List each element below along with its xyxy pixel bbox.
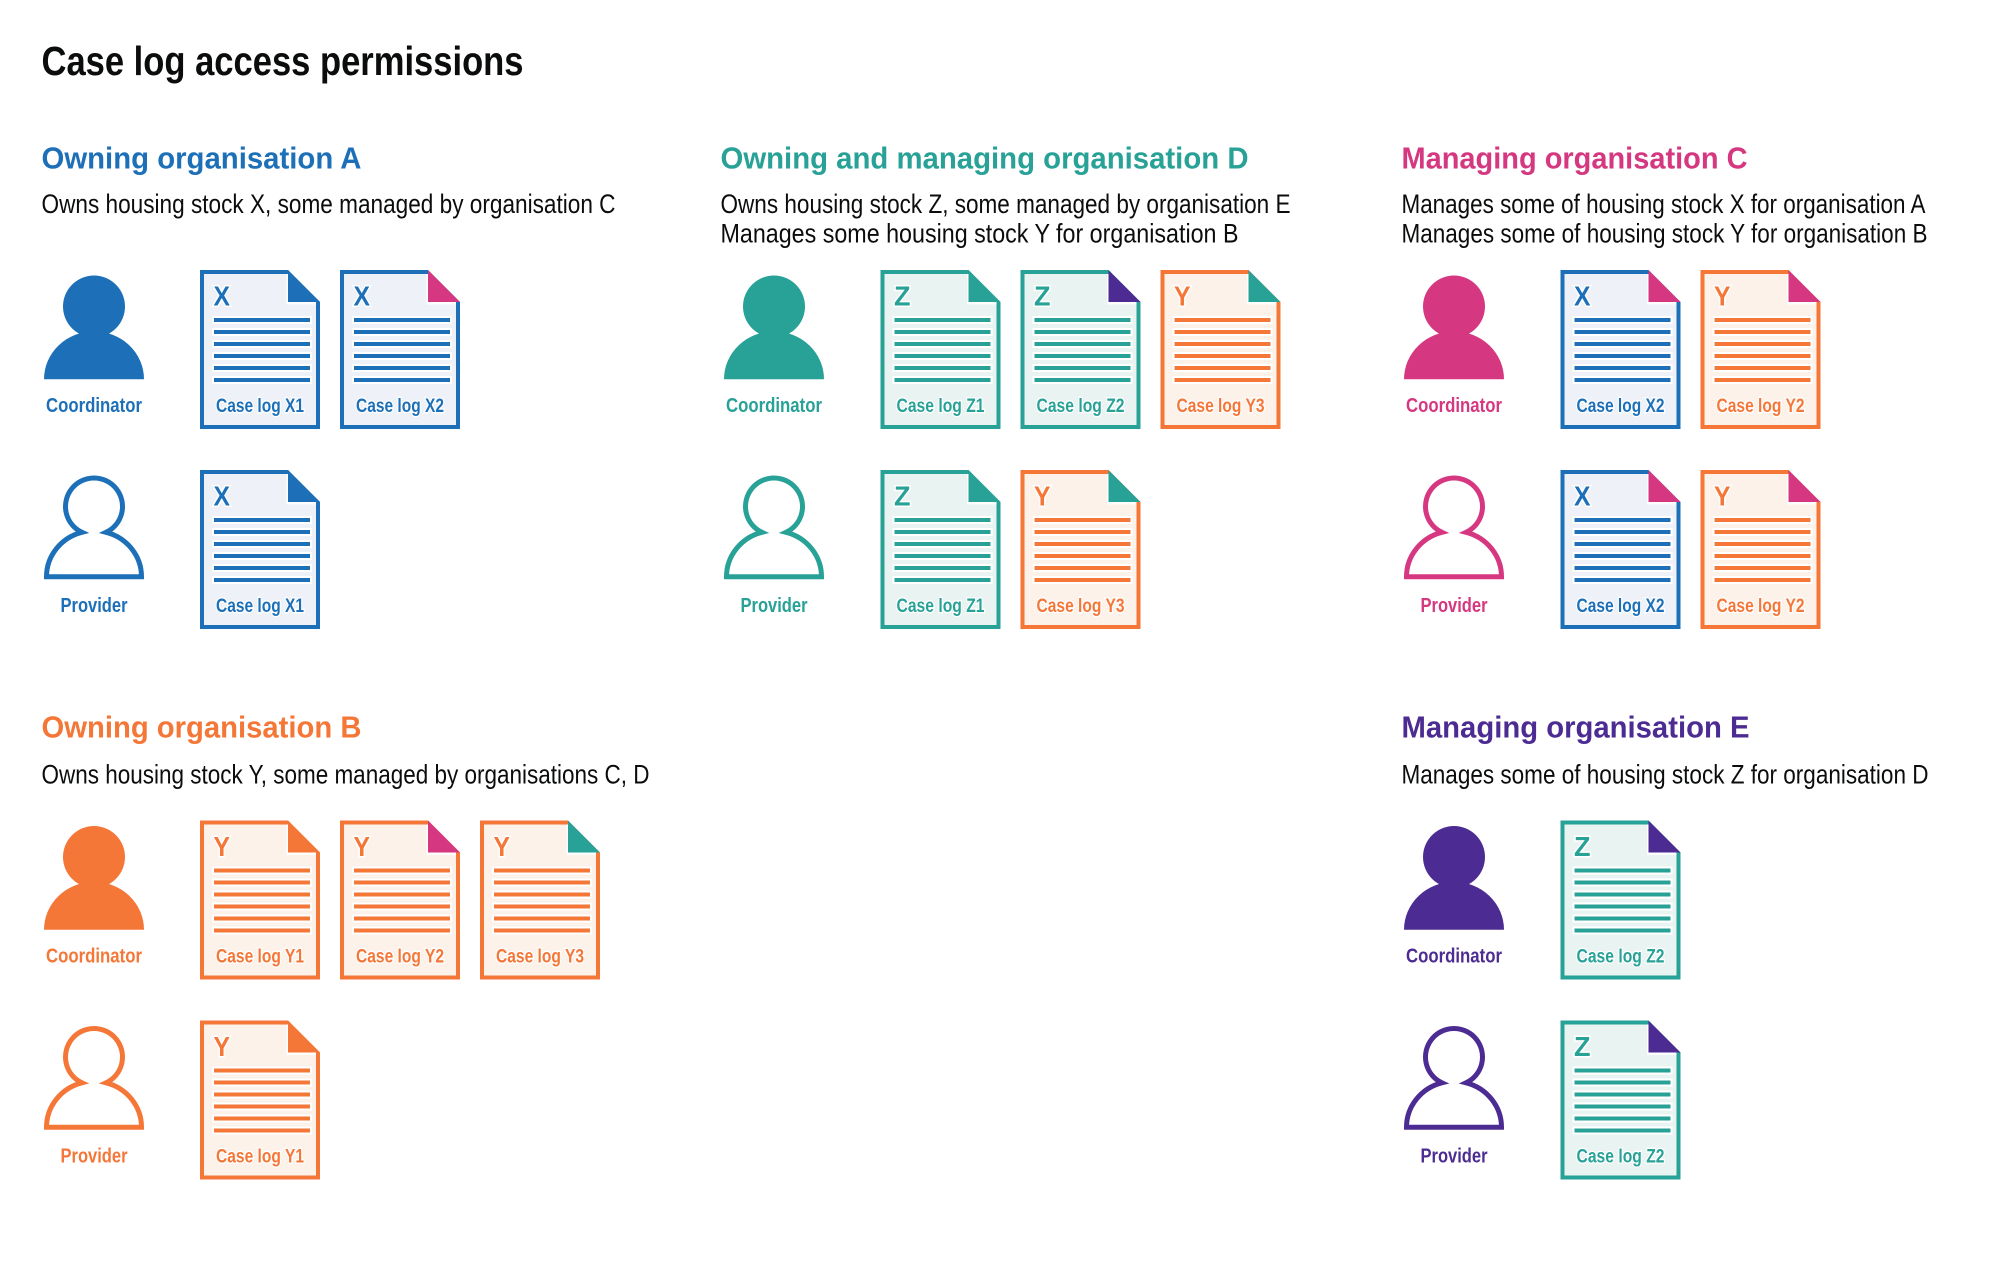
svg-text:Case log Y3: Case log Y3 [1037,596,1125,617]
svg-text:Manages some of housing stock: Manages some of housing stock Y for orga… [1402,219,1928,249]
svg-text:Case log X2: Case log X2 [356,396,444,417]
svg-text:X: X [1574,480,1591,511]
svg-text:Case log access permissions: Case log access permissions [42,38,524,84]
svg-text:Owns housing stock Z, some man: Owns housing stock Z, some managed by or… [721,189,1291,219]
svg-text:Coordinator: Coordinator [726,394,822,417]
svg-text:Owns housing stock Y, some man: Owns housing stock Y, some managed by or… [42,759,650,789]
svg-text:Y: Y [1034,480,1051,511]
svg-text:Managing organisation C: Managing organisation C [1402,141,1748,176]
svg-text:Z: Z [894,280,911,311]
svg-text:Z: Z [894,480,911,511]
svg-text:X: X [354,280,371,311]
svg-text:Case log X2: Case log X2 [1577,596,1665,617]
svg-text:X: X [214,280,231,311]
svg-text:Case log Z2: Case log Z2 [1577,947,1665,968]
svg-text:Provider: Provider [61,1145,128,1168]
svg-text:Owning organisation B: Owning organisation B [42,710,362,745]
svg-text:Y: Y [1174,280,1191,311]
svg-text:Manages some of housing stock: Manages some of housing stock Z for orga… [1402,759,1929,789]
svg-text:Provider: Provider [1421,594,1488,617]
svg-text:Y: Y [354,831,371,862]
svg-text:Y: Y [494,831,511,862]
svg-text:Coordinator: Coordinator [46,394,142,417]
svg-text:Owning organisation A: Owning organisation A [42,141,362,176]
svg-text:Case log Y3: Case log Y3 [1177,396,1265,417]
svg-text:Manages some of housing stock: Manages some of housing stock X for orga… [1402,189,1926,219]
svg-text:Provider: Provider [61,594,128,617]
svg-text:Y: Y [1714,480,1731,511]
svg-text:Owns housing stock X, some man: Owns housing stock X, some managed by or… [42,189,616,219]
svg-text:Managing organisation E: Managing organisation E [1402,710,1750,745]
svg-text:Case log X2: Case log X2 [1577,396,1665,417]
svg-text:Case log Y1: Case log Y1 [216,947,304,968]
svg-text:Coordinator: Coordinator [1406,394,1502,417]
svg-text:Owning and managing organisati: Owning and managing organisation D [721,141,1249,176]
svg-text:Z: Z [1574,831,1591,862]
svg-text:Coordinator: Coordinator [1406,945,1502,968]
svg-text:Provider: Provider [1421,1145,1488,1168]
svg-text:X: X [1574,280,1591,311]
svg-text:Case log Y2: Case log Y2 [356,947,444,968]
svg-text:Case log Y3: Case log Y3 [496,947,584,968]
svg-text:Case log X1: Case log X1 [216,596,304,617]
svg-text:Case log Y2: Case log Y2 [1717,396,1805,417]
svg-text:X: X [214,480,231,511]
svg-text:Case log Z1: Case log Z1 [897,596,985,617]
svg-text:Case log Y2: Case log Y2 [1717,596,1805,617]
svg-text:Y: Y [214,831,231,862]
svg-text:Y: Y [214,1031,231,1062]
svg-text:Case log X1: Case log X1 [216,396,304,417]
svg-text:Manages some housing stock Y f: Manages some housing stock Y for organis… [721,219,1239,249]
svg-text:Case log Z2: Case log Z2 [1037,396,1125,417]
svg-text:Case log Z1: Case log Z1 [897,396,985,417]
svg-text:Z: Z [1034,280,1051,311]
svg-text:Case log Z2: Case log Z2 [1577,1147,1665,1168]
svg-text:Coordinator: Coordinator [46,945,142,968]
svg-text:Z: Z [1574,1031,1591,1062]
svg-text:Case log Y1: Case log Y1 [216,1147,304,1168]
svg-text:Y: Y [1714,280,1731,311]
svg-text:Provider: Provider [741,594,808,617]
